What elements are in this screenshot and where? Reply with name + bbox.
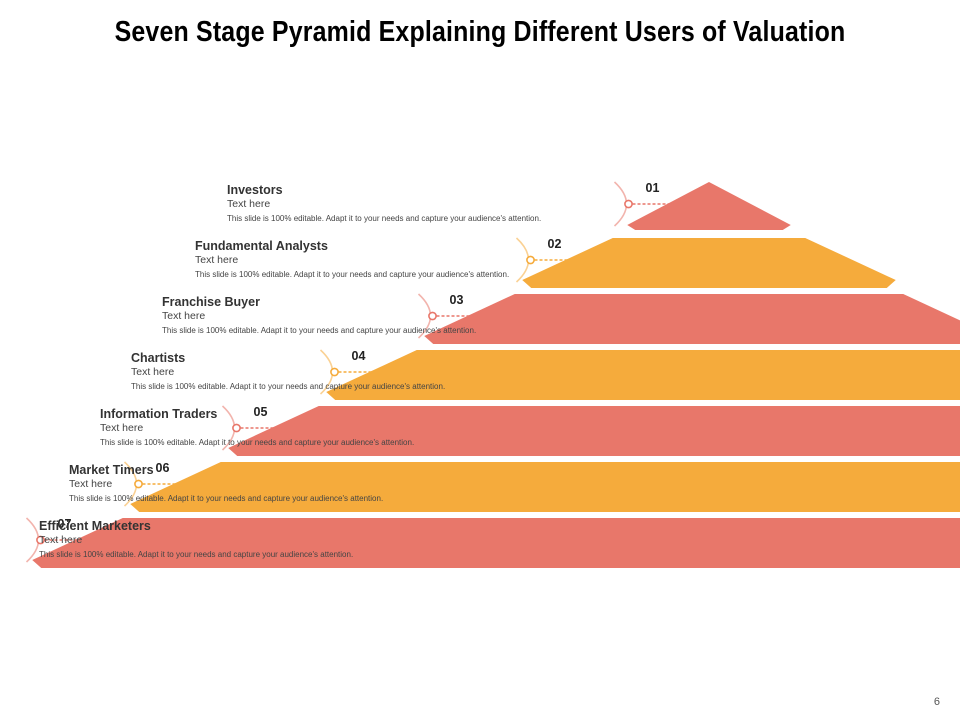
pyramid-band-02 — [522, 238, 896, 288]
stage-subtitle: Text here — [69, 478, 113, 490]
stage-name: Chartists — [131, 351, 186, 365]
stage-subtitle: Text here — [39, 534, 83, 546]
connector-node-01 — [624, 199, 633, 209]
stage-number-07: 07 — [57, 517, 72, 531]
stage-name: Market Timers — [69, 463, 154, 477]
stage-description: This slide is 100% editable. Adapt it to… — [162, 326, 477, 335]
connector-node-03 — [428, 311, 437, 321]
stage-subtitle: Text here — [162, 310, 206, 322]
stage-subtitle: Text here — [227, 198, 271, 210]
pyramid-band-07 — [32, 518, 960, 568]
slide-title: Seven Stage Pyramid Explaining Different… — [114, 16, 846, 48]
stage-number-06: 06 — [155, 461, 170, 475]
pyramid-band-06 — [130, 462, 960, 512]
stage-number-03: 03 — [449, 293, 464, 307]
stage-description: This slide is 100% editable. Adapt it to… — [100, 438, 415, 447]
stage-description: This slide is 100% editable. Adapt it to… — [39, 550, 354, 559]
stage-number-01: 01 — [645, 181, 660, 195]
stage-description: This slide is 100% editable. Adapt it to… — [227, 214, 542, 223]
connector-node-05 — [232, 423, 241, 433]
stage-number-05: 05 — [253, 405, 268, 419]
pyramid-band-04 — [326, 350, 960, 400]
stage-text-block-02: Fundamental Analysts Text here This slide … — [195, 238, 509, 279]
page-number: 6 — [933, 696, 940, 708]
stage-number-02: 02 — [547, 237, 562, 251]
stage-description: This slide is 100% editable. Adapt it to… — [69, 494, 384, 503]
stage-text-block-07: Efficient Marketers Text here This slide i… — [39, 518, 353, 559]
stage-description: This slide is 100% editable. Adapt it to… — [131, 382, 446, 391]
stage-text-block-05: Information Traders Text here This slide i… — [100, 406, 414, 447]
connector-node-07 — [36, 535, 45, 545]
stage-name: Efficient Marketers — [39, 519, 151, 533]
stage-name: Franchise Buyer — [162, 295, 260, 309]
stage-name: Information Traders — [100, 407, 218, 421]
stage-number-04: 04 — [351, 349, 366, 363]
connector-node-06 — [134, 479, 143, 489]
stage-subtitle: Text here — [131, 366, 175, 378]
connector-node-02 — [526, 255, 535, 265]
stage-description: This slide is 100% editable. Adapt it to… — [195, 270, 510, 279]
stage-subtitle: Text here — [195, 254, 239, 266]
stage-text-block-04: Chartists Text here This slide is 100% edi… — [131, 350, 445, 391]
stage-name: Investors — [227, 183, 283, 197]
pyramid-band-01 — [627, 182, 791, 230]
stage-subtitle: Text here — [100, 422, 144, 434]
stage-text-block-03: Franchise Buyer Text here This slide is 10… — [162, 294, 476, 335]
stage-text-block-01: Investors Text here This slide is 100% edi… — [227, 182, 541, 223]
connector-node-04 — [330, 367, 339, 377]
pyramid-band-05 — [228, 406, 960, 456]
pyramid-band-03 — [424, 294, 960, 344]
stage-text-block-06: Market Timers Text here This slide is 100%… — [69, 462, 383, 503]
stage-name: Fundamental Analysts — [195, 239, 328, 253]
